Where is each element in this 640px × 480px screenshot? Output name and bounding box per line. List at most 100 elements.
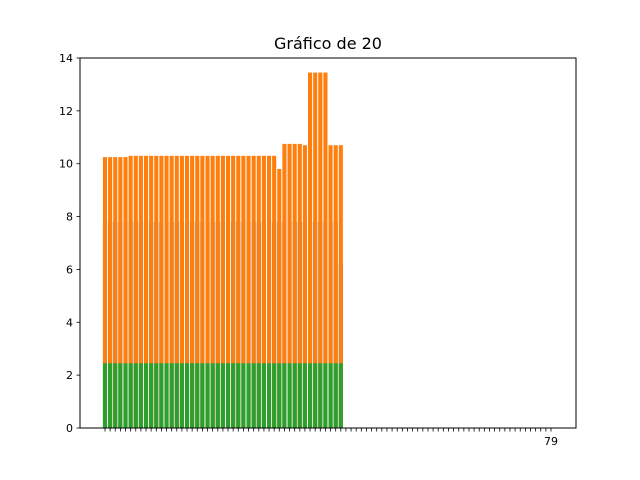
bar-series-2-13	[164, 155, 169, 429]
bar-series-2-36	[282, 143, 287, 428]
chart-title: Gráfico de 20	[274, 34, 382, 53]
bar-series-2-8	[138, 155, 143, 429]
bar-series-3-7	[133, 363, 138, 428]
bar-series-3-19	[195, 363, 200, 428]
bar-series-3-30	[251, 363, 256, 428]
bar-series-2-42	[313, 72, 318, 428]
bar-series-3-8	[138, 363, 143, 428]
bar-series-3-16	[179, 363, 184, 428]
bar-series-2-44	[323, 72, 328, 428]
bar-series-2-37	[287, 143, 292, 428]
bar-series-2-33	[267, 155, 272, 429]
bar-series-3-5	[123, 363, 128, 428]
bar-series-3-1	[102, 363, 108, 428]
plot-frame	[79, 57, 577, 429]
bar-series-3-32	[261, 363, 266, 428]
bar-series-3-10	[149, 363, 154, 428]
bar-series-2-28	[241, 155, 246, 429]
bar-series-2-4	[118, 157, 123, 429]
bar-series-2-40	[302, 145, 307, 428]
bar-series-3-18	[190, 363, 195, 428]
bar-series-2-18	[190, 155, 195, 429]
bar-series-3-27	[236, 363, 241, 428]
bar-series-2-9	[143, 155, 149, 429]
bar-series-2-23	[215, 155, 220, 429]
bar-series-2-6	[128, 155, 133, 429]
bar-series-3-41	[308, 363, 313, 428]
y-tick-label: 4	[66, 316, 73, 329]
bar-series-2-5	[123, 157, 128, 429]
bar-series-2-25	[225, 155, 231, 429]
bar-series-3-46	[333, 363, 338, 428]
bar-series-2-39	[297, 143, 302, 428]
bar-series-3-17	[184, 363, 190, 428]
bar-series-2-35	[277, 169, 282, 428]
bar-series-3-6	[128, 363, 133, 428]
bar-series-3-42	[313, 363, 318, 428]
bar-series-2-22	[210, 155, 215, 429]
bar-series-2-3	[113, 157, 118, 429]
x-tick-label-last: 79	[544, 435, 558, 448]
bar-series-2-34	[272, 155, 277, 429]
bar-series-3-43	[318, 363, 323, 428]
bar-series-2-7	[133, 155, 138, 429]
bar-series-3-39	[297, 363, 302, 428]
y-tick-label: 14	[59, 52, 73, 65]
bar-series-3-45	[328, 363, 333, 428]
bar-series-2-29	[246, 155, 251, 429]
bar-series-2-45	[328, 145, 333, 428]
bar-series-3-44	[323, 363, 328, 428]
bar-series-2-46	[333, 145, 338, 428]
bar-series-3-12	[159, 363, 164, 428]
y-tick-label: 0	[66, 422, 73, 435]
bar-series-2-21	[205, 155, 210, 429]
bar-series-3-47	[338, 363, 343, 428]
bar-series-2-31	[256, 155, 261, 429]
bar-series-2-32	[261, 155, 266, 429]
bar-series-2-47	[338, 145, 343, 428]
bar-series-3-4	[118, 363, 123, 428]
bar-series-2-16	[179, 155, 184, 429]
bar-series-2-2	[108, 157, 113, 429]
bar-series-3-38	[292, 363, 297, 428]
bar-series-3-13	[164, 363, 169, 428]
y-tick-label: 8	[66, 211, 73, 224]
bar-series-3-33	[267, 363, 272, 428]
y-axis: 0 2 4 6 8 10 12 14	[59, 52, 80, 435]
bar-series-2-17	[184, 155, 190, 429]
bar-series-2-11	[154, 155, 159, 429]
bar-series-3-26	[231, 363, 236, 428]
bar-series-3-37	[287, 363, 292, 428]
bar-series-3-2	[108, 363, 113, 428]
x-axis: 79	[104, 428, 558, 448]
bar-series-3-9	[143, 363, 149, 428]
bar-series-2-15	[174, 155, 179, 429]
bar-series-2-12	[159, 155, 164, 429]
y-tick-label: 2	[66, 369, 73, 382]
bar-series-2-19	[195, 155, 200, 429]
bar-series-3-29	[246, 363, 251, 428]
y-tick-label: 12	[59, 105, 73, 118]
y-tick-label: 6	[66, 263, 73, 276]
bar-series-2-20	[200, 155, 205, 429]
bar-series-3-28	[241, 363, 246, 428]
bar-series-3-40	[302, 363, 307, 428]
bar-series-2-26	[231, 155, 236, 429]
bar-series-3-35	[277, 363, 282, 428]
bar-series-2-43	[318, 72, 323, 428]
bar-series-3-25	[225, 363, 231, 428]
bars	[102, 72, 343, 429]
bar-series-3-14	[169, 363, 174, 428]
bar-series-2-30	[251, 155, 256, 429]
bar-series-2-10	[149, 155, 154, 429]
bar-series-3-15	[174, 363, 179, 428]
bar-series-3-24	[220, 363, 225, 428]
bar-series-2-27	[236, 155, 241, 429]
y-tick-label: 10	[59, 158, 73, 171]
bar-series-3-21	[205, 363, 210, 428]
bar-series-2-41	[308, 72, 313, 428]
bar-series-3-23	[215, 363, 220, 428]
bar-series-3-31	[256, 363, 261, 428]
bar-series-2-14	[169, 155, 174, 429]
